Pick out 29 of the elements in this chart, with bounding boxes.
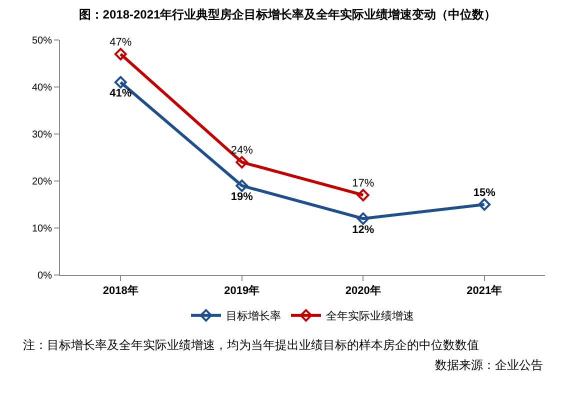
data-label: 47% <box>110 36 132 48</box>
data-label: 41% <box>110 88 132 100</box>
data-label: 17% <box>352 177 374 190</box>
x-tick-label: 2021年 <box>466 284 502 298</box>
point <box>356 188 370 202</box>
y-tick-label: 0% <box>38 270 52 282</box>
data-label: 19% <box>230 190 254 203</box>
source-note: 数据来源：企业公告 <box>435 358 543 372</box>
y-tick-label: 30% <box>32 130 52 140</box>
point <box>236 156 248 168</box>
y-tick-label: 40% <box>32 82 52 94</box>
point <box>236 180 248 192</box>
point <box>114 76 127 88</box>
legend-label: 全年实际业绩增速 <box>326 310 414 323</box>
point <box>478 198 491 211</box>
point <box>356 212 370 225</box>
x-tick-label: 2018年 <box>102 284 138 298</box>
data-label: 12% <box>352 224 374 236</box>
y-tick-label: 20% <box>32 176 52 188</box>
text: 注：目标增长率及全年实际业绩增速，均为当年提出业绩目标的样本房企的中位数数值 <box>23 338 479 352</box>
y-tick-label: 10% <box>32 224 52 234</box>
data-label: 15% <box>473 186 496 199</box>
x-tick-label: 2020年 <box>345 284 381 298</box>
data-label: 24% <box>230 144 254 156</box>
point <box>114 48 127 60</box>
x-tick-label: 2019年 <box>224 284 260 298</box>
y-tick-label: 50% <box>32 36 52 46</box>
legend-label: 目标增长率 <box>226 310 281 323</box>
chart-title: 图：2018-2021年行业典型房企目标增长率及全年实际业绩增速变动（中位数） <box>78 7 496 22</box>
